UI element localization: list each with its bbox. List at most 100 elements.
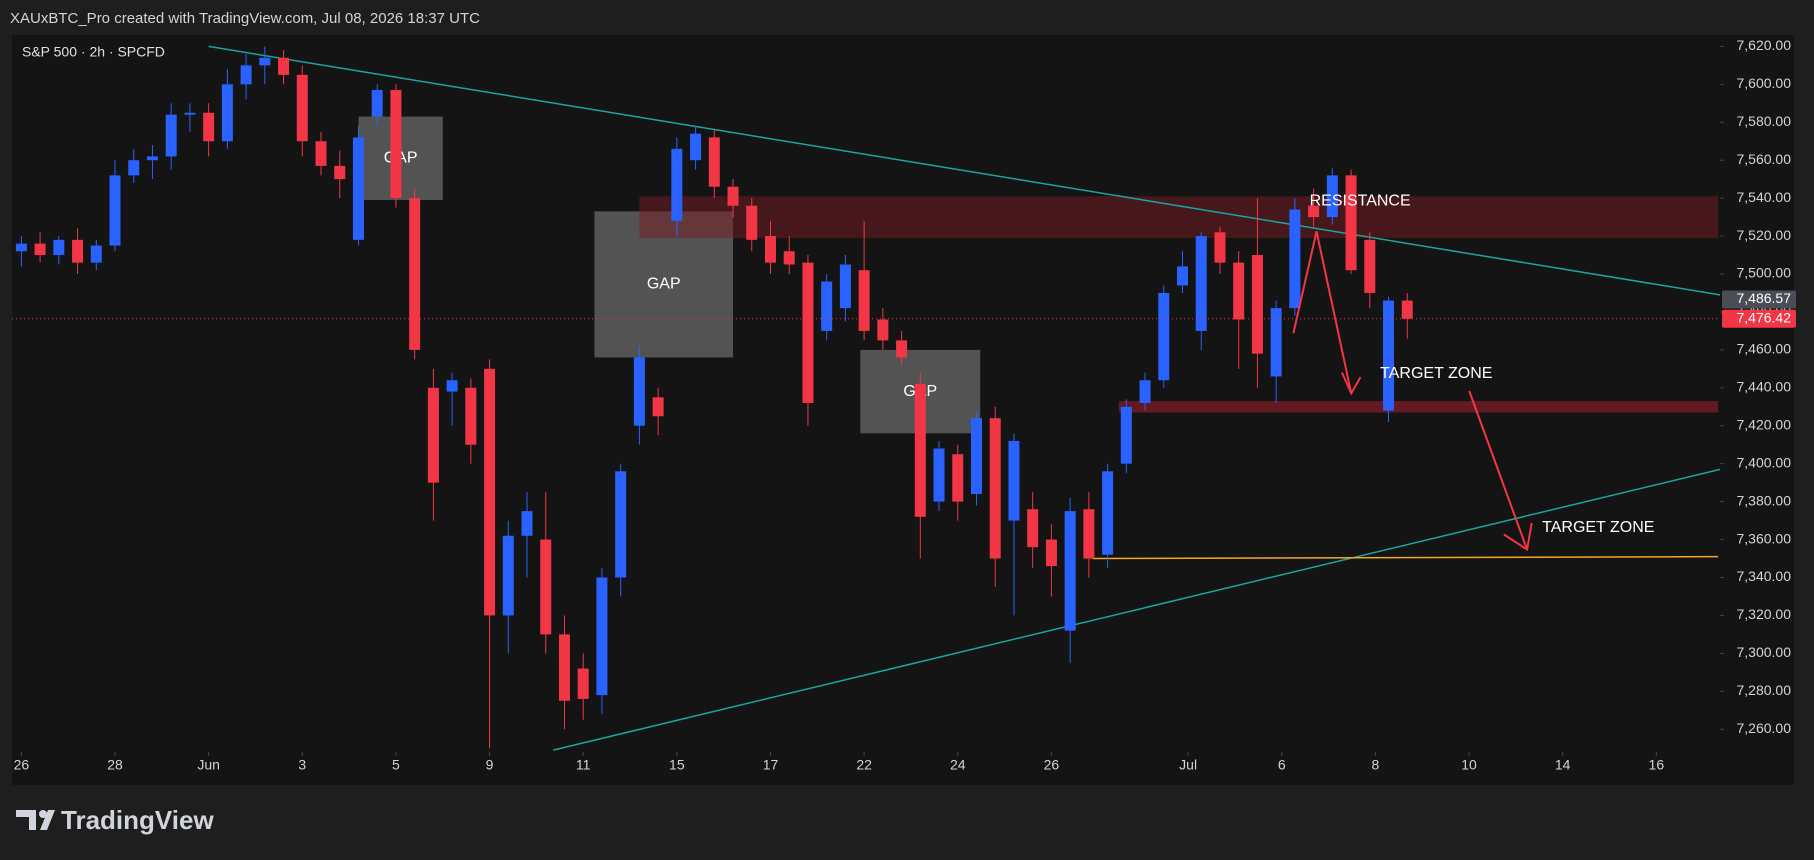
candle-body (952, 454, 964, 502)
y-tick-label: 7,360.00 (1737, 530, 1792, 546)
x-tick-label: Jul (1179, 757, 1197, 773)
arrow (1468, 390, 1529, 550)
candle-body (390, 90, 402, 199)
y-tick-label: 7,600.00 (1737, 75, 1792, 91)
candle-body (334, 165, 346, 180)
candle-body (914, 384, 926, 517)
candle-body (109, 175, 121, 246)
candle-body (596, 577, 608, 696)
candle-body (446, 380, 458, 392)
chart-title: S&P 500 · 2h · SPCFD (22, 44, 165, 60)
candle-body (615, 471, 627, 578)
zone-label: GAP (647, 276, 681, 293)
price-label-bg (1722, 290, 1796, 309)
arrow (1341, 372, 1362, 396)
y-tick-label: 7,580.00 (1737, 113, 1792, 129)
y-tick-label: 7,500.00 (1737, 265, 1792, 281)
candle-body (652, 397, 664, 417)
candle-body (1158, 292, 1170, 381)
candle-body (970, 418, 982, 495)
y-tick-label: 7,300.00 (1737, 644, 1792, 660)
candle-body (1120, 406, 1132, 464)
price-label: 7,486.57 (1737, 290, 1792, 306)
candle-body (165, 114, 177, 157)
x-tick-label: 16 (1649, 757, 1665, 773)
candle-body (53, 239, 65, 256)
zone (639, 196, 1719, 238)
candle-body (727, 186, 739, 206)
candle-body (746, 205, 758, 240)
candle-body (1308, 205, 1320, 218)
x-tick-label: 3 (298, 757, 306, 773)
candle-body (577, 668, 589, 699)
candle-body (1270, 308, 1282, 377)
y-tick-label: 7,440.00 (1737, 379, 1792, 395)
brand: TradingView (61, 805, 214, 835)
candle-body (203, 112, 215, 142)
price-label: 7,476.42 (1737, 309, 1792, 325)
candle-body (821, 281, 833, 331)
candle-body (989, 418, 1001, 559)
annotation: TARGET ZONE (1380, 365, 1492, 382)
candle-body (278, 57, 290, 75)
candle-body (1139, 380, 1151, 403)
y-tick-label: 7,380.00 (1737, 492, 1792, 508)
candle-body (1177, 266, 1189, 286)
candle-body (221, 84, 233, 142)
candle-body (1045, 539, 1057, 567)
candle-body (1345, 175, 1357, 271)
arrow (1292, 231, 1353, 394)
candle-body (877, 319, 889, 341)
candle-body (409, 198, 421, 350)
candle-body (558, 634, 570, 701)
arrow (1503, 522, 1533, 552)
y-tick-label: 7,620.00 (1737, 37, 1792, 53)
price-label-bg (1722, 309, 1796, 328)
candle-body (146, 156, 158, 161)
candle-body (708, 137, 720, 187)
x-tick-label: 8 (1372, 757, 1380, 773)
x-tick-label: 17 (763, 757, 779, 773)
annotation: RESISTANCE (1310, 193, 1411, 210)
logo-mark (39, 810, 47, 818)
candle-body (671, 148, 683, 221)
candle-body (128, 160, 140, 176)
candle-body (90, 245, 102, 263)
candle-body (633, 357, 645, 426)
trend-line (1092, 555, 1719, 560)
header: XAUxBTC_Pro created with TradingView.com… (10, 10, 480, 27)
y-tick-label: 7,560.00 (1737, 151, 1792, 167)
x-tick-label: Jun (197, 757, 220, 773)
y-tick-label: 7,540.00 (1737, 189, 1792, 205)
candle-body (690, 133, 702, 161)
candle-body (802, 262, 814, 403)
candle-body (15, 243, 27, 252)
candle-body (1102, 471, 1114, 555)
candle-body (783, 251, 795, 265)
candle-body (1326, 175, 1338, 218)
candle-body (72, 239, 84, 263)
trend-line (553, 468, 1721, 751)
y-tick-label: 7,340.00 (1737, 568, 1792, 584)
candle-body (259, 57, 271, 66)
candle-body (427, 387, 439, 483)
candle-body (465, 387, 477, 445)
candle-body (839, 264, 851, 309)
x-tick-label: 15 (669, 757, 685, 773)
candle-body (1064, 511, 1076, 631)
x-tick-label: 26 (1044, 757, 1060, 773)
candle-body (764, 236, 776, 263)
candle-body (1401, 300, 1413, 319)
candle-body (521, 511, 533, 536)
candle-body (1289, 209, 1301, 309)
candle-body (502, 535, 514, 616)
candle-body (315, 141, 327, 166)
candle-body (1233, 262, 1245, 320)
candle-body (240, 65, 252, 85)
candle-body (34, 243, 46, 256)
candle-body (896, 340, 908, 358)
x-tick-label: 28 (107, 757, 123, 773)
candle-body (1083, 509, 1095, 559)
x-tick-label: 5 (392, 757, 400, 773)
